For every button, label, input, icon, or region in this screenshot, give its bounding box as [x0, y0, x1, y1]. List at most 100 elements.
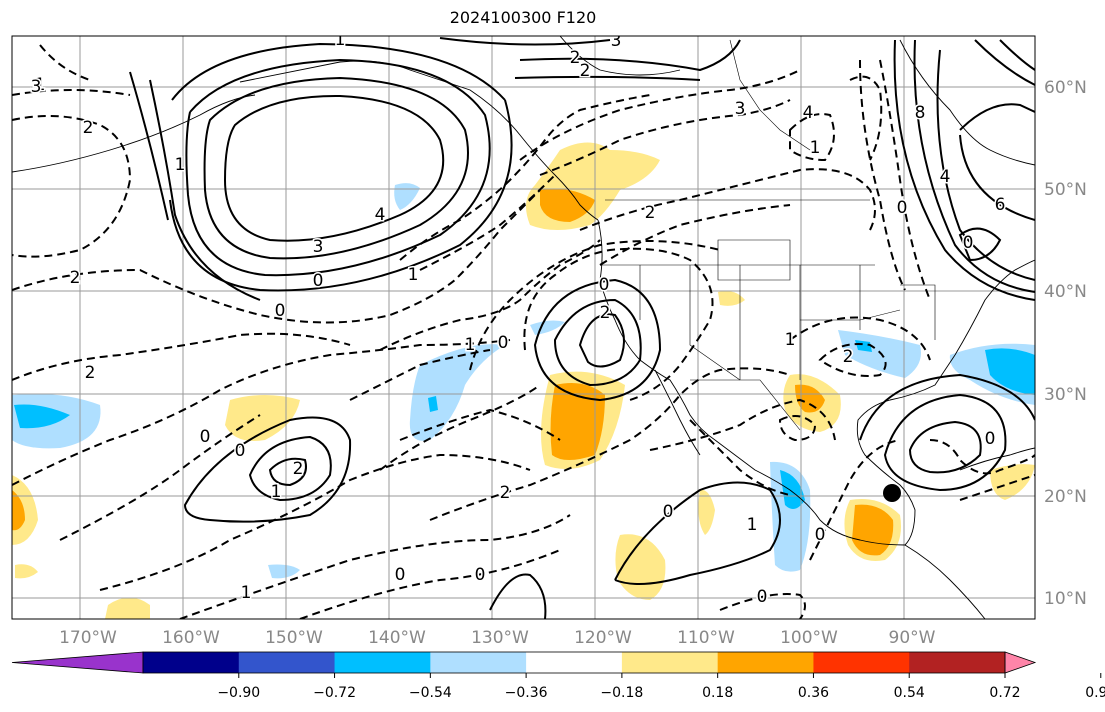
- contour-label: 1: [810, 138, 821, 158]
- shade-orange-w: [12, 490, 25, 531]
- contour-label: 4: [803, 103, 814, 123]
- contour-dashed: [778, 415, 817, 442]
- latitude-label: 30°N: [1044, 385, 1087, 405]
- colorbar-segment: [334, 652, 431, 673]
- contour-label: 2: [85, 363, 96, 383]
- contour-solid: [203, 76, 469, 260]
- contour-label: 3: [313, 237, 324, 257]
- contour-label: 1: [747, 515, 758, 535]
- contours: [129, 37, 1035, 619]
- longitude-label: 100°W: [780, 628, 838, 648]
- contour-dashed: [789, 316, 931, 361]
- contour-label: 0: [985, 429, 996, 449]
- contour-dashed: [12, 115, 132, 258]
- contour-dashed: [349, 349, 491, 401]
- contour-label: 6: [995, 195, 1006, 215]
- longitude-label: 130°W: [471, 628, 529, 648]
- colorbar-segment: [909, 652, 1006, 673]
- contour-label: 0: [498, 333, 509, 353]
- contour-solid: [149, 79, 261, 301]
- longitude-label: 170°W: [59, 628, 117, 648]
- contour-dashed: [379, 239, 601, 351]
- colorbar: −0.90 −0.72 −0.54 −0.36 −0.18 0.18 0.36 0.54 0.7…: [11, 651, 1105, 701]
- colorbar-segment: [621, 652, 719, 673]
- contour-dashed: [39, 44, 91, 81]
- contour-dashed: [12, 189, 541, 324]
- contour-solid: [614, 481, 781, 585]
- longitude-label: 160°W: [162, 628, 220, 648]
- longitude-label: 90°W: [889, 628, 936, 648]
- shade-lightblue-140: [409, 344, 505, 441]
- contour-label: 3: [611, 31, 622, 51]
- contour-dashed: [579, 168, 876, 231]
- contour-dashed: [539, 99, 791, 176]
- colorbar-segment: [526, 652, 623, 673]
- colorbar-extend-low: [11, 651, 144, 674]
- contour-dashed: [649, 398, 836, 451]
- colorbar-segment: [143, 652, 240, 673]
- shade-yellow-150: [225, 395, 300, 441]
- colorbar-tick-label: −0.54: [409, 685, 452, 701]
- contour-solid: [489, 573, 547, 619]
- contour-label: 1: [175, 155, 186, 175]
- contour-solid: [533, 278, 662, 402]
- contour-dashed: [599, 204, 791, 266]
- contour-label: 3: [31, 77, 42, 97]
- colorbar-segment: [813, 652, 910, 673]
- contour-solid: [519, 39, 741, 72]
- contour-dashed: [179, 514, 571, 619]
- storm-center-marker: [883, 484, 901, 502]
- contour-solid: [171, 42, 506, 101]
- longitude-axis: 170°W 160°W 150°W 140°W 130°W 120°W 110°W 100°W…: [59, 628, 936, 648]
- colorbar-tick-label: 0.18: [702, 685, 733, 701]
- contour-label: 2: [843, 347, 854, 367]
- contour-label: 4: [940, 167, 951, 187]
- contour-label: 0: [815, 525, 826, 545]
- latitude-label: 40°N: [1044, 282, 1087, 302]
- contour-label: 1: [785, 330, 796, 350]
- contour-label: 2: [600, 303, 611, 323]
- contour-label: 2: [70, 268, 81, 288]
- colorbar-tick-label: 0.90: [1085, 685, 1105, 701]
- shade-yellow-sw: [15, 564, 38, 579]
- shade-orange-tx: [795, 384, 825, 413]
- shade-blue-mexico: [780, 470, 805, 509]
- colorbar-tick-label: −0.72: [313, 685, 356, 701]
- contour-label: 2: [293, 459, 304, 479]
- contour-label: 2: [580, 61, 591, 81]
- shade-orange-baja: [550, 382, 605, 460]
- colorbar-tick-label: 0.54: [894, 685, 925, 701]
- anomaly-shading: [12, 142, 1035, 619]
- contour-label: 2: [645, 203, 656, 223]
- contour-solid: [223, 94, 445, 242]
- longitude-label: 140°W: [368, 628, 426, 648]
- contour-dashed: [299, 549, 561, 619]
- shade-yellow-110: [698, 489, 715, 535]
- contour-label: 1: [335, 30, 346, 50]
- contour-dashed: [523, 247, 714, 401]
- map-title: 2024100300 F120: [449, 8, 597, 27]
- colorbar-tick-label: −0.18: [600, 685, 643, 701]
- contour-dashed: [689, 419, 791, 496]
- contour-label: 0: [395, 565, 406, 585]
- contour-solid: [936, 49, 1035, 281]
- contour-dashed: [809, 439, 901, 561]
- contour-solid: [883, 393, 1007, 492]
- contour-solid: [959, 134, 1035, 221]
- contour-solid: [514, 75, 701, 81]
- contour-label: 3: [735, 99, 746, 119]
- contour-label: 0: [963, 233, 974, 253]
- contour-solid: [439, 37, 611, 46]
- contour-label: 0: [475, 565, 486, 585]
- contour-solid: [893, 39, 1035, 301]
- contour-label: 8: [915, 103, 926, 123]
- contour-dashed: [59, 414, 261, 541]
- contour-solid: [169, 99, 513, 292]
- shade-blue-east: [985, 348, 1035, 395]
- shade-blue-west: [14, 404, 70, 429]
- contour-dashed: [818, 343, 887, 377]
- contour-solid: [999, 39, 1035, 71]
- contour-dashed: [419, 174, 556, 271]
- contour-dashed: [12, 332, 351, 381]
